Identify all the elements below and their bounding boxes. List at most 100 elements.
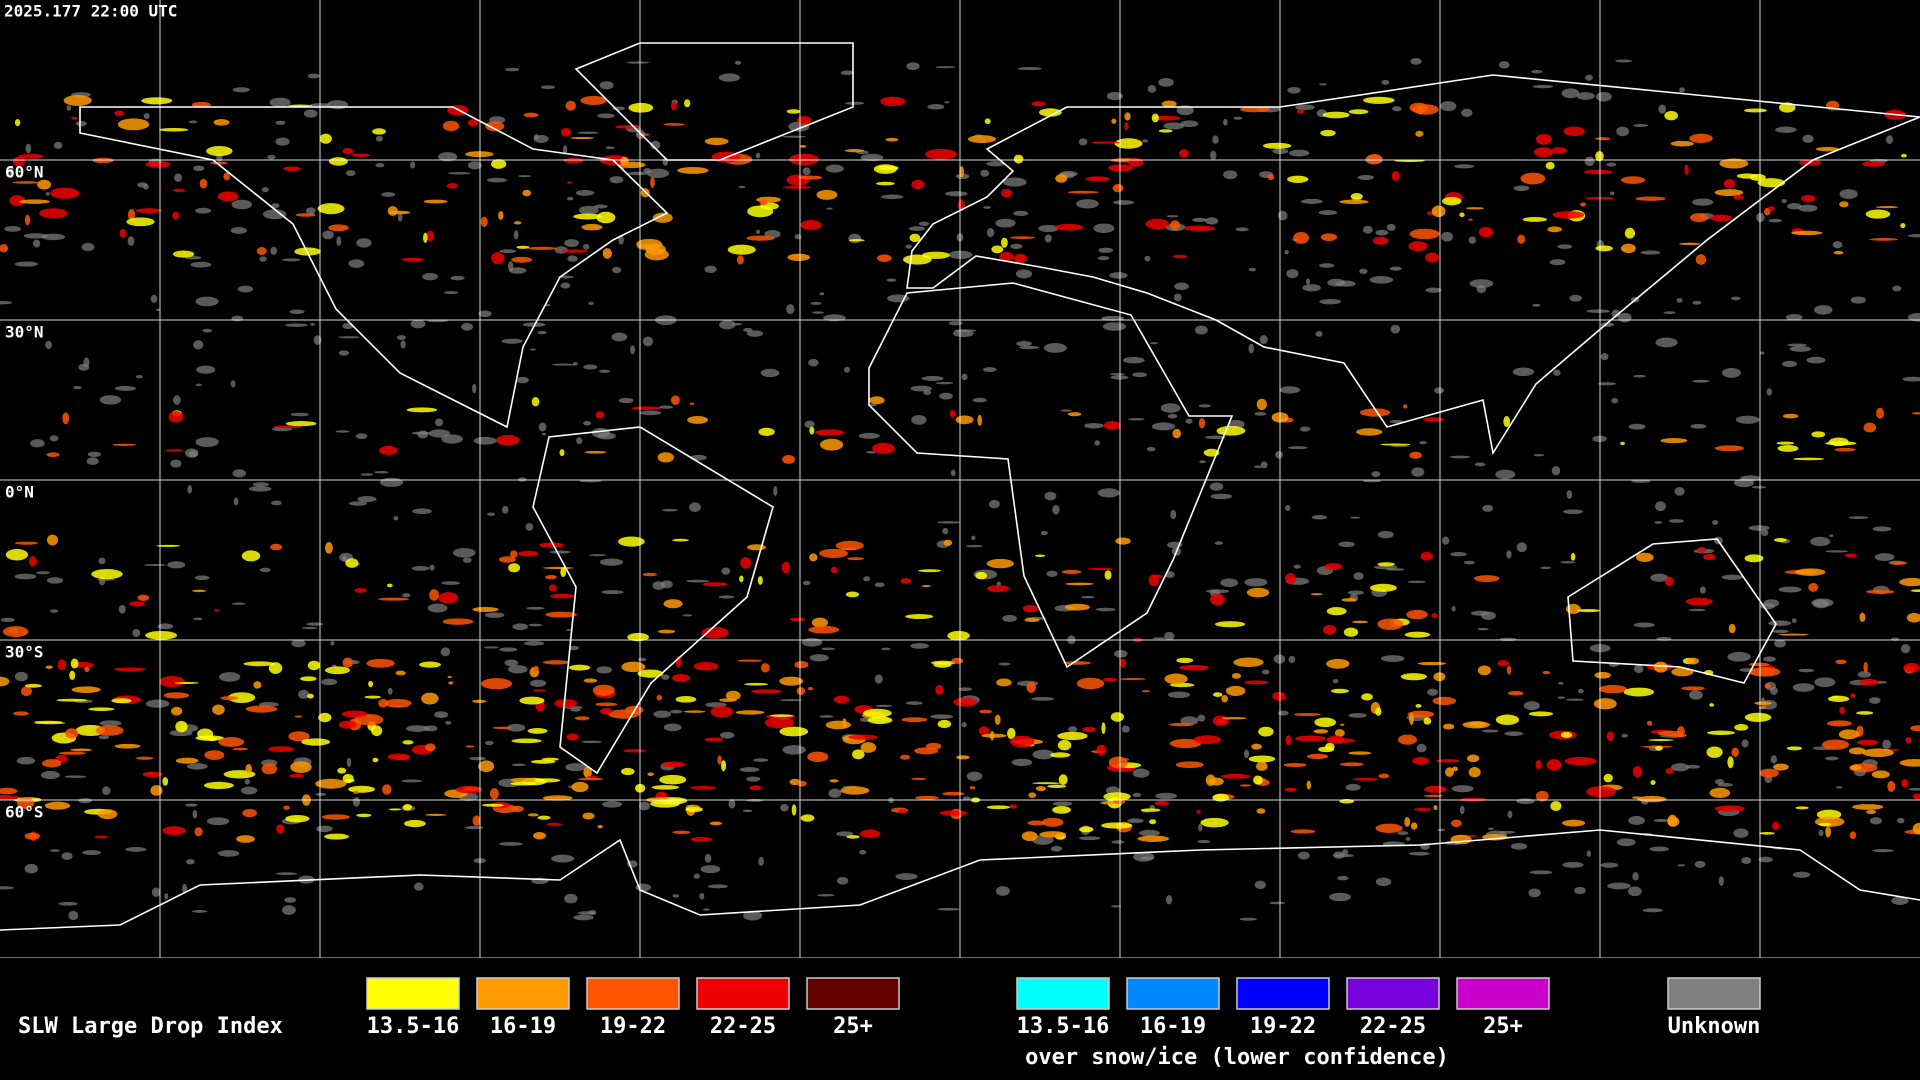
drop-cloud xyxy=(840,786,870,795)
unknown-cloud xyxy=(910,643,929,649)
drop-cloud xyxy=(1667,816,1680,827)
unknown-cloud xyxy=(375,135,383,142)
unknown-cloud xyxy=(718,73,741,82)
unknown-cloud xyxy=(1132,768,1150,778)
drop-cloud xyxy=(395,756,410,761)
unknown-cloud xyxy=(136,375,143,379)
unknown-cloud xyxy=(259,567,271,573)
unknown-cloud xyxy=(1285,505,1291,512)
drop-cloud xyxy=(1058,774,1068,785)
unknown-cloud xyxy=(1158,77,1174,87)
unknown-cloud xyxy=(192,810,198,819)
unknown-cloud xyxy=(1052,504,1060,515)
unknown-cloud xyxy=(583,420,592,426)
unknown-cloud xyxy=(145,699,170,708)
drop-cloud xyxy=(1850,693,1856,698)
drop-cloud xyxy=(1085,176,1110,182)
unknown-cloud xyxy=(728,798,736,809)
drop-cloud xyxy=(419,661,441,668)
unknown-cloud xyxy=(753,758,769,762)
drop-cloud xyxy=(1495,714,1520,725)
unknown-cloud xyxy=(801,637,823,647)
unknown-cloud xyxy=(1488,827,1494,830)
drop-cloud xyxy=(1844,553,1858,558)
unknown-cloud xyxy=(1495,469,1516,480)
drop-cloud xyxy=(1397,734,1417,745)
unknown-cloud xyxy=(1170,509,1177,520)
drop-cloud xyxy=(232,747,248,751)
drop-cloud xyxy=(1606,731,1615,742)
unknown-cloud xyxy=(881,194,904,200)
unknown-cloud xyxy=(68,910,79,921)
legend-label: 19-22 xyxy=(1250,1014,1316,1039)
drop-cloud xyxy=(631,406,661,410)
drop-cloud xyxy=(1348,109,1369,115)
unknown-cloud xyxy=(8,172,14,178)
unknown-cloud xyxy=(1553,369,1561,376)
unknown-cloud xyxy=(1694,860,1706,868)
unknown-cloud xyxy=(1633,664,1644,674)
drop-cloud xyxy=(1039,831,1066,838)
unknown-cloud xyxy=(948,321,963,326)
unknown-cloud xyxy=(487,512,495,516)
unknown-cloud xyxy=(1076,199,1099,209)
drop-cloud xyxy=(1154,800,1170,806)
drop-cloud xyxy=(1220,773,1251,779)
drop-cloud xyxy=(1256,398,1267,411)
unknown-cloud xyxy=(1248,343,1255,354)
unknown-cloud xyxy=(445,720,452,725)
unknown-cloud xyxy=(1516,798,1535,805)
drop-cloud xyxy=(548,584,557,592)
drop-cloud xyxy=(1413,807,1432,811)
unknown-cloud xyxy=(402,593,411,598)
drop-cloud xyxy=(270,543,283,551)
drop-cloud xyxy=(1412,104,1439,115)
unknown-cloud xyxy=(1463,560,1475,565)
drop-cloud xyxy=(1000,237,1008,248)
unknown-cloud xyxy=(1454,164,1475,169)
unknown-cloud xyxy=(1741,739,1749,748)
drop-cloud xyxy=(328,157,348,166)
drop-cloud xyxy=(1469,721,1486,727)
unknown-cloud xyxy=(1563,509,1583,515)
unknown-cloud xyxy=(612,266,622,274)
unknown-cloud xyxy=(1254,411,1267,416)
drop-cloud xyxy=(1343,627,1359,637)
drop-cloud xyxy=(1773,537,1787,543)
drop-cloud xyxy=(1497,660,1510,667)
unknown-cloud xyxy=(972,397,987,403)
drop-cloud xyxy=(876,181,895,186)
unknown-cloud xyxy=(658,405,674,409)
unknown-cloud xyxy=(593,204,608,209)
unknown-cloud xyxy=(1427,688,1439,696)
unknown-cloud xyxy=(1350,516,1361,519)
drop-cloud xyxy=(872,442,896,454)
drop-cloud xyxy=(1431,205,1446,218)
drop-cloud xyxy=(709,821,722,826)
unknown-cloud xyxy=(663,723,682,732)
unknown-cloud xyxy=(81,242,95,252)
drop-cloud xyxy=(942,791,965,796)
unknown-cloud xyxy=(653,710,672,718)
drop-cloud xyxy=(289,773,305,778)
unknown-cloud xyxy=(1080,595,1095,599)
unknown-cloud xyxy=(596,666,613,674)
drop-cloud xyxy=(620,156,629,166)
unknown-cloud xyxy=(962,796,971,801)
drop-cloud xyxy=(650,799,680,808)
legend: 13.5-16 16-19 19-22 22-25 25+ 13.5-16 16-19 19-… xyxy=(366,977,1761,1039)
unknown-cloud xyxy=(1052,801,1073,807)
unknown-cloud xyxy=(804,420,815,429)
unknown-cloud xyxy=(961,722,967,728)
unknown-cloud xyxy=(1243,749,1250,759)
drop-cloud xyxy=(1052,805,1071,814)
unknown-cloud xyxy=(958,687,972,692)
unknown-cloud xyxy=(102,786,111,795)
unknown-cloud xyxy=(1557,696,1566,699)
unknown-cloud xyxy=(734,60,742,65)
drop-cloud xyxy=(1546,759,1562,771)
drop-cloud xyxy=(1623,687,1655,697)
unknown-cloud xyxy=(342,555,347,562)
unknown-cloud xyxy=(598,369,611,373)
unknown-cloud xyxy=(1907,312,1920,322)
